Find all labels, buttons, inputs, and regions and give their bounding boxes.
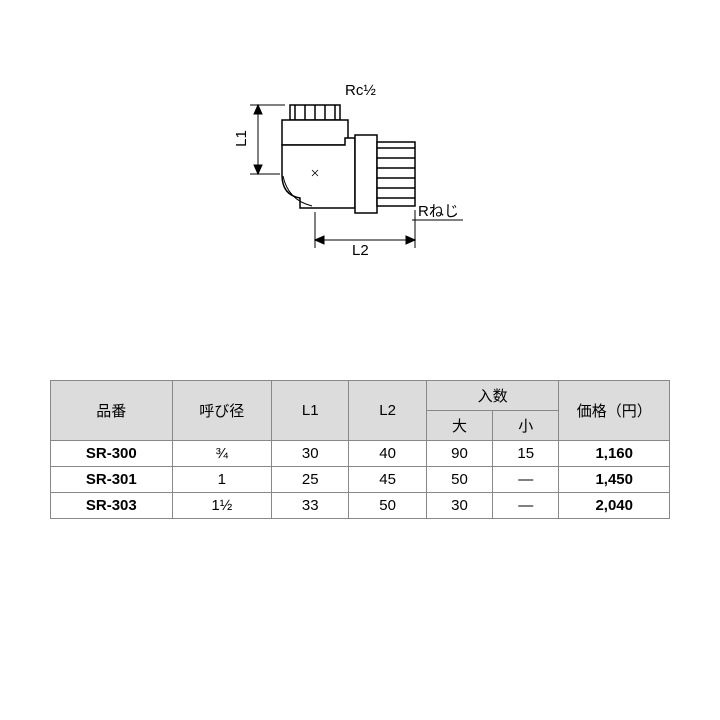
cell-l1: 33: [272, 493, 349, 519]
cell-part: SR-303: [51, 493, 173, 519]
cell-big: 90: [426, 441, 492, 467]
label-l1: L1: [233, 130, 250, 147]
table-row: SR-303 1½ 33 50 30 — 2,040: [51, 493, 670, 519]
cell-l2: 45: [349, 467, 426, 493]
cell-dia: ¾: [172, 441, 271, 467]
header-price: 価格（円）: [559, 381, 670, 441]
cell-small: —: [493, 467, 559, 493]
table-row: SR-301 1 25 45 50 — 1,450: [51, 467, 670, 493]
header-qty-big: 大: [426, 411, 492, 441]
cell-l2: 50: [349, 493, 426, 519]
spec-table-container: 品番 呼び径 L1 L2 入数 価格（円） 大 小 SR-300 ¾ 30 40…: [50, 380, 670, 519]
header-part-no: 品番: [51, 381, 173, 441]
cell-dia: 1: [172, 467, 271, 493]
header-l2: L2: [349, 381, 426, 441]
header-qty: 入数: [426, 381, 559, 411]
elbow-fitting-svg: [200, 80, 480, 280]
label-rneji: Rねじ: [418, 200, 459, 221]
cell-price: 1,160: [559, 441, 670, 467]
cell-part: SR-300: [51, 441, 173, 467]
spec-table: 品番 呼び径 L1 L2 入数 価格（円） 大 小 SR-300 ¾ 30 40…: [50, 380, 670, 519]
cell-l1: 30: [272, 441, 349, 467]
header-qty-small: 小: [493, 411, 559, 441]
technical-diagram: Rc½ L1 L2 Rねじ: [200, 80, 480, 280]
header-l1: L1: [272, 381, 349, 441]
cell-price: 2,040: [559, 493, 670, 519]
cell-big: 50: [426, 467, 492, 493]
cell-big: 30: [426, 493, 492, 519]
cell-small: 15: [493, 441, 559, 467]
header-diameter: 呼び径: [172, 381, 271, 441]
cell-dia: 1½: [172, 493, 271, 519]
cell-l2: 40: [349, 441, 426, 467]
label-l2: L2: [352, 242, 369, 259]
cell-l1: 25: [272, 467, 349, 493]
header-row-1: 品番 呼び径 L1 L2 入数 価格（円）: [51, 381, 670, 411]
cell-price: 1,450: [559, 467, 670, 493]
cell-small: —: [493, 493, 559, 519]
table-row: SR-300 ¾ 30 40 90 15 1,160: [51, 441, 670, 467]
cell-part: SR-301: [51, 467, 173, 493]
label-rc: Rc½: [345, 82, 376, 99]
